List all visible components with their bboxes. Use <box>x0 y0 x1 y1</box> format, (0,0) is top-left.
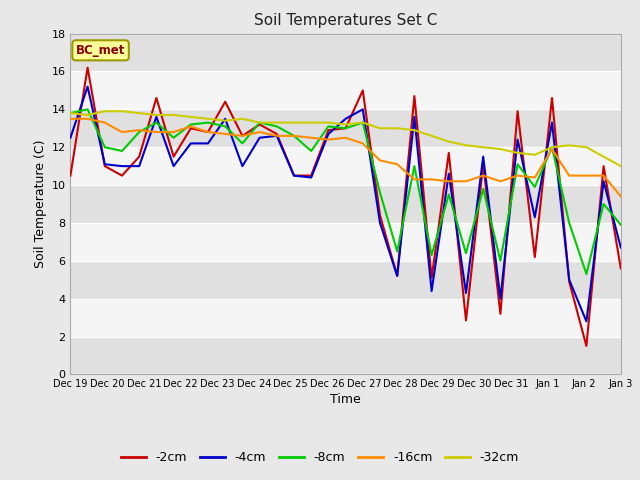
Text: BC_met: BC_met <box>76 44 125 57</box>
Bar <box>70 109 621 147</box>
Title: Soil Temperatures Set C: Soil Temperatures Set C <box>254 13 437 28</box>
Bar <box>70 223 621 261</box>
Bar <box>70 336 621 374</box>
Bar <box>70 261 621 299</box>
Bar <box>70 299 621 336</box>
Bar <box>70 147 621 185</box>
X-axis label: Time: Time <box>330 394 361 407</box>
Legend: -2cm, -4cm, -8cm, -16cm, -32cm: -2cm, -4cm, -8cm, -16cm, -32cm <box>116 446 524 469</box>
Y-axis label: Soil Temperature (C): Soil Temperature (C) <box>35 140 47 268</box>
Bar <box>70 34 621 72</box>
Bar <box>70 185 621 223</box>
Bar <box>70 72 621 109</box>
